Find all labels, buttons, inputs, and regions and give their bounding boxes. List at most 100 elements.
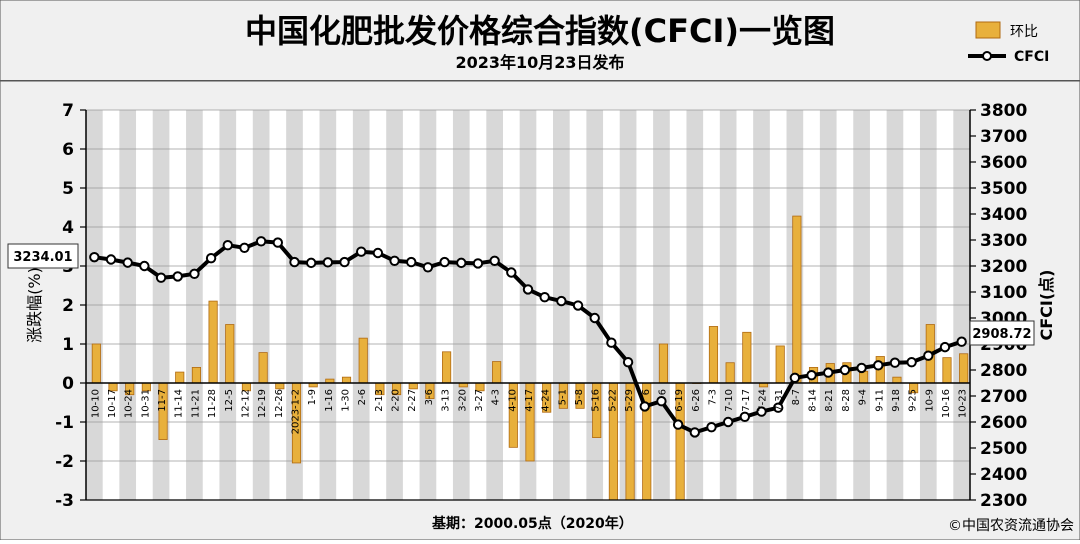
x-tick-label: 2-20 <box>391 389 402 412</box>
cfci-point <box>272 237 284 248</box>
legend-bar-label: 环比 <box>1010 24 1038 40</box>
y-left-tick-label: -1 <box>55 413 74 433</box>
x-tick-label: 3-20 <box>457 389 468 412</box>
y-right-tick-label: 2600 <box>980 413 1027 433</box>
last-value-label: 2908.72 <box>972 327 1031 342</box>
cfci-point <box>389 255 400 266</box>
cfci-point <box>456 257 467 269</box>
bar <box>408 382 418 390</box>
bar <box>258 352 268 384</box>
x-tick-label: 7-24 <box>758 389 769 412</box>
x-tick-label: 5-22 <box>607 389 618 412</box>
x-tick-label: 8-28 <box>841 389 852 412</box>
y-left-axis-label: 涨跌幅(%) <box>25 267 44 343</box>
base-period-note: 基期：2000.05点（2020年） <box>432 515 633 532</box>
cfci-point <box>522 284 534 295</box>
x-tick-label: 2-27 <box>407 389 418 412</box>
y-right-tick-label: 2800 <box>980 361 1027 381</box>
cfci-point <box>322 257 334 268</box>
x-tick-label: 2-6 <box>357 389 368 405</box>
x-tick-label: 9-4 <box>858 389 869 405</box>
x-tick-label: 11-7 <box>157 389 168 412</box>
cfci-point <box>956 336 967 347</box>
y-right-tick-label: 2300 <box>980 491 1027 511</box>
x-tick-label: 3-27 <box>474 389 485 412</box>
header-divider <box>0 80 1080 82</box>
x-tick-label: 11-14 <box>174 389 185 418</box>
x-tick-label: 7-31 <box>774 389 785 412</box>
cfci-point <box>589 312 600 324</box>
x-tick-label: 5-16 <box>591 389 602 412</box>
x-tick-label: 6 <box>641 389 652 395</box>
x-tick-label: 4-3 <box>491 389 502 405</box>
cfci-point <box>656 396 667 407</box>
cfci-point <box>856 362 867 374</box>
cfci-point <box>339 256 350 268</box>
legend-bar-swatch <box>975 21 1001 39</box>
cfci-point <box>873 360 884 371</box>
bar <box>892 376 902 384</box>
x-tick-label: 12-5 <box>224 389 235 412</box>
x-tick-label: 6-26 <box>691 389 702 412</box>
y-left-tick-label: 7 <box>62 101 74 121</box>
y-right-tick-label: 3100 <box>980 283 1027 303</box>
cfci-point <box>506 267 517 278</box>
x-tick-label: 6 <box>657 389 668 395</box>
cfci-point <box>556 295 567 307</box>
y-right-axis-label: CFCI(点) <box>1037 270 1056 341</box>
cfci-point <box>572 300 584 311</box>
bar <box>275 382 285 390</box>
x-tick-label: 10-9 <box>924 389 935 412</box>
bar <box>341 376 352 384</box>
x-tick-label: 9-18 <box>891 389 902 412</box>
cfci-point <box>155 272 167 283</box>
legend-line-marker <box>982 51 992 61</box>
cfci-point <box>672 419 684 430</box>
y-left-tick-label: -3 <box>55 491 74 511</box>
x-tick-label: 7-10 <box>724 389 735 412</box>
x-tick-label: 12-12 <box>240 389 251 418</box>
x-tick-label: 3-13 <box>441 389 452 412</box>
cfci-point <box>706 422 717 433</box>
y-left-tick-label: 1 <box>62 335 74 355</box>
y-left-tick-label: -2 <box>55 452 74 472</box>
cfci-point <box>255 236 267 247</box>
bar <box>191 366 201 384</box>
y-right-tick-label: 3200 <box>980 257 1027 277</box>
x-tick-label: 3-6 <box>424 389 435 405</box>
bar <box>492 361 502 384</box>
bar <box>792 215 802 384</box>
cfci-point <box>372 247 384 259</box>
y-right-tick-label: 3700 <box>980 127 1027 147</box>
x-tick-label: 4-17 <box>524 389 535 412</box>
cfci-point <box>806 370 817 381</box>
line-series <box>89 236 967 438</box>
x-tick-label: 2023-1-2 <box>290 389 301 434</box>
cfci-point <box>756 406 767 417</box>
cfci-point <box>839 364 851 376</box>
x-tick-label: 2-13 <box>374 389 385 412</box>
cfci-point <box>89 251 100 263</box>
cfci-point <box>406 256 417 268</box>
y-right-tick-label: 3400 <box>980 205 1027 225</box>
bar <box>942 357 952 384</box>
x-tick-label: 9-11 <box>874 389 885 412</box>
x-tick-label: 10-24 <box>124 389 135 418</box>
bar <box>91 343 101 384</box>
first-value-label: 3234.01 <box>13 250 72 265</box>
cfci-point <box>539 292 550 303</box>
last-value-box <box>969 320 1035 346</box>
first-value-callout: 3234.01 <box>7 243 79 269</box>
x-tick-label: 8-14 <box>808 389 819 412</box>
cfci-point <box>422 262 434 273</box>
x-tick-label: 12-19 <box>257 389 268 418</box>
cfci-point <box>489 255 500 266</box>
x-tick-label: 5-29 <box>624 389 635 412</box>
cfci-point <box>289 256 300 268</box>
x-tick-label: 5-1 <box>557 389 568 405</box>
x-tick-label: 10-23 <box>958 389 969 418</box>
y-right-tick-label: 2700 <box>980 387 1027 407</box>
cfci-point <box>222 240 233 251</box>
bar <box>658 343 669 384</box>
